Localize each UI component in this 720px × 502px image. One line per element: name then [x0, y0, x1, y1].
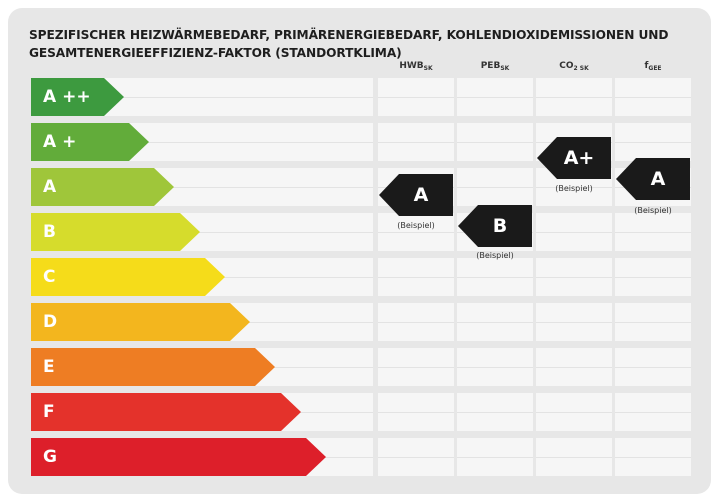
title-line-1: SPEZIFISCHER HEIZWÄRMEBEDARF, PRIMÄRENER…	[29, 28, 669, 42]
marker-peb-note: (Beispiel)	[476, 251, 514, 260]
class-bar: E	[31, 348, 275, 386]
class-label: D	[43, 312, 58, 332]
cell-divider	[457, 97, 533, 98]
class-label: A ++	[43, 87, 91, 107]
cell-divider	[615, 277, 691, 278]
cell-divider	[536, 457, 612, 458]
cell-divider	[615, 367, 691, 368]
class-label: B	[43, 222, 56, 242]
cell-divider	[378, 412, 454, 413]
class-bar: B	[31, 213, 200, 251]
cell-divider	[457, 322, 533, 323]
class-bar: A +	[31, 123, 149, 161]
track-divider	[31, 97, 373, 98]
class-bar: F	[31, 393, 301, 431]
cell-divider	[457, 187, 533, 188]
cell-divider	[615, 142, 691, 143]
cell-divider	[378, 97, 454, 98]
cell-divider	[536, 277, 612, 278]
cell-divider	[615, 97, 691, 98]
column-header-co2: CO2 SK	[559, 61, 589, 72]
column-header-hwb: HWBSK	[399, 61, 433, 72]
cell-divider	[378, 457, 454, 458]
title-line-2: GESAMTENERGIEEFFIZIENZ-FAKTOR (STANDORTK…	[29, 46, 402, 60]
cell-divider	[378, 322, 454, 323]
cell-divider	[457, 142, 533, 143]
cell-divider	[536, 232, 612, 233]
marker-co2-note: (Beispiel)	[555, 184, 593, 193]
cell-divider	[457, 277, 533, 278]
cell-divider	[457, 412, 533, 413]
class-bar: A ++	[31, 78, 124, 116]
cell-divider	[378, 367, 454, 368]
class-label: E	[43, 357, 55, 377]
cell-divider	[378, 232, 454, 233]
cell-divider	[615, 457, 691, 458]
class-label: G	[43, 447, 57, 467]
track-divider	[31, 142, 373, 143]
cell-divider	[615, 232, 691, 233]
cell-divider	[378, 277, 454, 278]
track-divider	[31, 232, 373, 233]
cell-divider	[615, 412, 691, 413]
class-label: A	[43, 177, 57, 197]
column-header-fgee: fGEE	[644, 61, 662, 72]
cell-divider	[536, 97, 612, 98]
class-label: C	[43, 267, 56, 287]
class-bar: D	[31, 303, 250, 341]
chart-title: SPEZIFISCHER HEIZWÄRMEBEDARF, PRIMÄRENER…	[29, 26, 669, 62]
cell-divider	[615, 322, 691, 323]
marker-hwb-note: (Beispiel)	[397, 221, 435, 230]
cell-divider	[536, 367, 612, 368]
cell-divider	[536, 187, 612, 188]
cell-divider	[457, 367, 533, 368]
class-bar: C	[31, 258, 225, 296]
cell-divider	[457, 457, 533, 458]
column-header-peb: PEBSK	[480, 61, 510, 72]
class-bar: A	[31, 168, 174, 206]
class-label: F	[43, 402, 55, 422]
track-divider	[31, 187, 373, 188]
class-label: A +	[43, 132, 77, 152]
cell-divider	[536, 412, 612, 413]
class-bar: G	[31, 438, 326, 476]
cell-divider	[536, 322, 612, 323]
marker-fgee-note: (Beispiel)	[634, 206, 672, 215]
cell-divider	[378, 142, 454, 143]
